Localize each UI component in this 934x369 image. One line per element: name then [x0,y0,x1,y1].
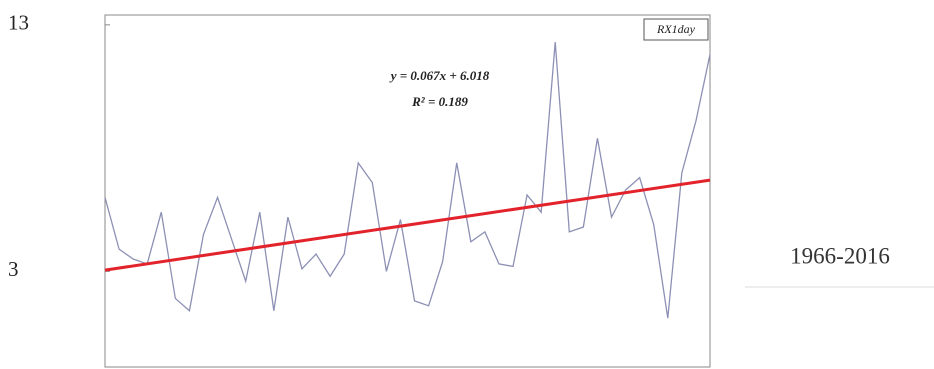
r-squared: R² = 0.189 [411,94,468,109]
equation: y = 0.067x + 6.018 [389,68,490,83]
y-tick-label: 3 [8,257,19,281]
trend-line [104,178,711,272]
legend-label: RX1day [656,22,696,36]
period-label: 1966-2016 [790,243,890,268]
series-line [104,42,711,319]
plot-frame [104,14,711,368]
y-tick-label: 13 [8,11,29,35]
legend-box [643,18,709,41]
